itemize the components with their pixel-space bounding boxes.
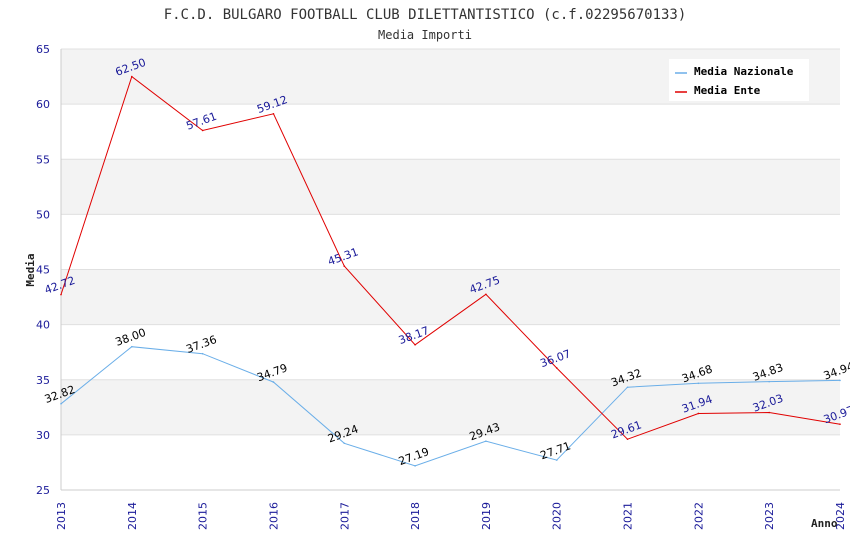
grid-band <box>61 324 840 380</box>
data-point <box>131 345 133 348</box>
grid-band <box>61 269 840 325</box>
x-tick-label: 2021 <box>622 502 635 530</box>
data-point <box>343 265 346 267</box>
data-point <box>768 380 770 383</box>
grid-band <box>61 159 840 215</box>
data-point <box>839 423 841 425</box>
legend-label-media-ente: Media Ente <box>694 84 761 97</box>
x-tick-label: 2020 <box>551 502 564 530</box>
y-tick-label: 60 <box>36 98 50 111</box>
x-tick-label: 2014 <box>126 502 139 530</box>
x-tick-label: 2019 <box>480 502 493 530</box>
data-point <box>697 382 700 385</box>
y-tick-label: 55 <box>36 153 50 166</box>
x-tick-label: 2013 <box>55 502 68 530</box>
grid-band <box>61 214 840 270</box>
y-tick-label: 30 <box>36 429 50 442</box>
data-point <box>272 381 275 383</box>
y-axis-label: Media <box>24 253 37 286</box>
data-point <box>555 367 558 369</box>
data-point <box>414 344 416 346</box>
grid-band <box>61 104 840 160</box>
x-tick-label: 2018 <box>409 502 422 530</box>
data-point <box>485 293 487 296</box>
data-point <box>60 293 62 296</box>
grid-band <box>61 379 840 435</box>
chart-title: F.C.D. BULGARO FOOTBALL CLUB DILETTANTIS… <box>164 7 687 23</box>
data-point <box>485 440 487 442</box>
grid-bands <box>61 49 840 490</box>
data-point <box>60 402 62 405</box>
y-tick-label: 65 <box>36 43 50 56</box>
series-layer <box>60 75 841 467</box>
data-point <box>131 75 133 78</box>
legend-label-media-nazionale: Media Nazionale <box>694 65 794 78</box>
data-point <box>626 438 629 440</box>
data-point <box>555 459 558 461</box>
x-axis-label: Anno <box>811 517 838 530</box>
x-tick-label: 2016 <box>267 502 280 530</box>
x-tick-label: 2022 <box>692 502 705 530</box>
data-point <box>201 129 204 132</box>
x-tick-label: 2024 <box>834 502 847 530</box>
legend-box <box>669 59 809 101</box>
y-tick-label: 50 <box>36 208 50 221</box>
data-point <box>201 352 204 355</box>
y-tick-label: 40 <box>36 319 50 332</box>
y-axis-ticks: 25 30 35 40 45 50 55 60 65 <box>36 43 50 497</box>
x-tick-label: 2023 <box>763 502 776 530</box>
data-point <box>626 386 629 389</box>
data-point <box>768 411 770 414</box>
data-point <box>272 113 275 115</box>
x-tick-label: 2017 <box>338 502 351 530</box>
y-tick-label: 35 <box>36 374 50 387</box>
grid-lines <box>60 48 840 491</box>
series-line-media-ente <box>60 75 841 440</box>
data-point <box>839 379 841 382</box>
y-tick-label: 25 <box>36 484 50 497</box>
x-tick-label: 2015 <box>197 502 210 530</box>
data-point <box>414 465 416 467</box>
chart-subtitle: Media Importi <box>378 28 472 42</box>
legend: Media Nazionale Media Ente <box>669 59 809 101</box>
data-point <box>697 412 700 415</box>
data-point <box>343 442 346 445</box>
grid-band <box>61 434 840 490</box>
series-line-media-nazionale <box>60 346 841 467</box>
x-axis-ticks: 2013 2014 2015 2016 2017 2018 2019 2020 2021 2022… <box>55 502 847 530</box>
y-tick-label: 45 <box>36 264 50 277</box>
